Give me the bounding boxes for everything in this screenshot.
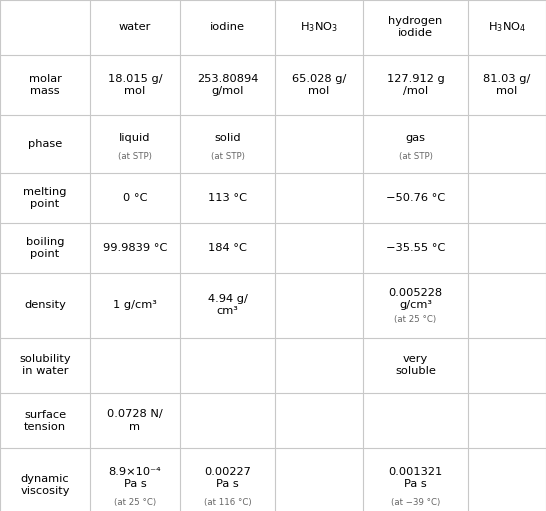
Text: 18.015 g/
mol: 18.015 g/ mol <box>108 74 162 96</box>
Text: (at 116 °C): (at 116 °C) <box>204 498 251 506</box>
Text: solubility
in water: solubility in water <box>19 355 71 377</box>
Text: 127.912 g
/mol: 127.912 g /mol <box>387 74 444 96</box>
Text: 8.9×10⁻⁴
Pa s: 8.9×10⁻⁴ Pa s <box>109 467 161 489</box>
Text: 0.001321
Pa s: 0.001321 Pa s <box>388 467 443 489</box>
Text: liquid: liquid <box>119 133 151 143</box>
Text: 113 °C: 113 °C <box>208 193 247 203</box>
Text: surface
tension: surface tension <box>24 409 66 431</box>
Text: −50.76 °C: −50.76 °C <box>386 193 445 203</box>
Text: 0.00227
Pa s: 0.00227 Pa s <box>204 467 251 489</box>
Text: (at STP): (at STP) <box>118 152 152 161</box>
Text: iodine: iodine <box>210 22 245 33</box>
Text: gas: gas <box>406 133 425 143</box>
Text: H$_3$NO$_3$: H$_3$NO$_3$ <box>300 20 338 34</box>
Text: dynamic
viscosity: dynamic viscosity <box>20 475 70 497</box>
Text: 99.9839 °C: 99.9839 °C <box>103 243 167 253</box>
Text: 253.80894
g/mol: 253.80894 g/mol <box>197 74 258 96</box>
Text: 0 °C: 0 °C <box>123 193 147 203</box>
Text: (at STP): (at STP) <box>211 152 245 161</box>
Text: very
soluble: very soluble <box>395 355 436 377</box>
Text: 4.94 g/
cm³: 4.94 g/ cm³ <box>207 294 247 316</box>
Text: 81.03 g/
mol: 81.03 g/ mol <box>483 74 531 96</box>
Text: −35.55 °C: −35.55 °C <box>386 243 445 253</box>
Text: boiling
point: boiling point <box>26 237 64 259</box>
Text: phase: phase <box>28 139 62 149</box>
Text: 0.005228
g/cm³: 0.005228 g/cm³ <box>388 288 443 310</box>
Text: (at STP): (at STP) <box>399 152 432 161</box>
Text: solid: solid <box>214 133 241 143</box>
Text: (at 25 °C): (at 25 °C) <box>394 315 437 324</box>
Text: water: water <box>119 22 151 33</box>
Text: (at −39 °C): (at −39 °C) <box>391 498 440 506</box>
Text: hydrogen
iodide: hydrogen iodide <box>388 16 443 38</box>
Text: H$_3$NO$_4$: H$_3$NO$_4$ <box>488 20 526 34</box>
Text: 184 °C: 184 °C <box>208 243 247 253</box>
Text: density: density <box>24 300 66 311</box>
Text: 0.0728 N/
m: 0.0728 N/ m <box>107 409 163 431</box>
Text: (at 25 °C): (at 25 °C) <box>114 498 156 506</box>
Text: melting
point: melting point <box>23 187 67 209</box>
Text: molar
mass: molar mass <box>28 74 62 96</box>
Text: 1 g/cm³: 1 g/cm³ <box>113 300 157 311</box>
Text: 65.028 g/
mol: 65.028 g/ mol <box>292 74 346 96</box>
